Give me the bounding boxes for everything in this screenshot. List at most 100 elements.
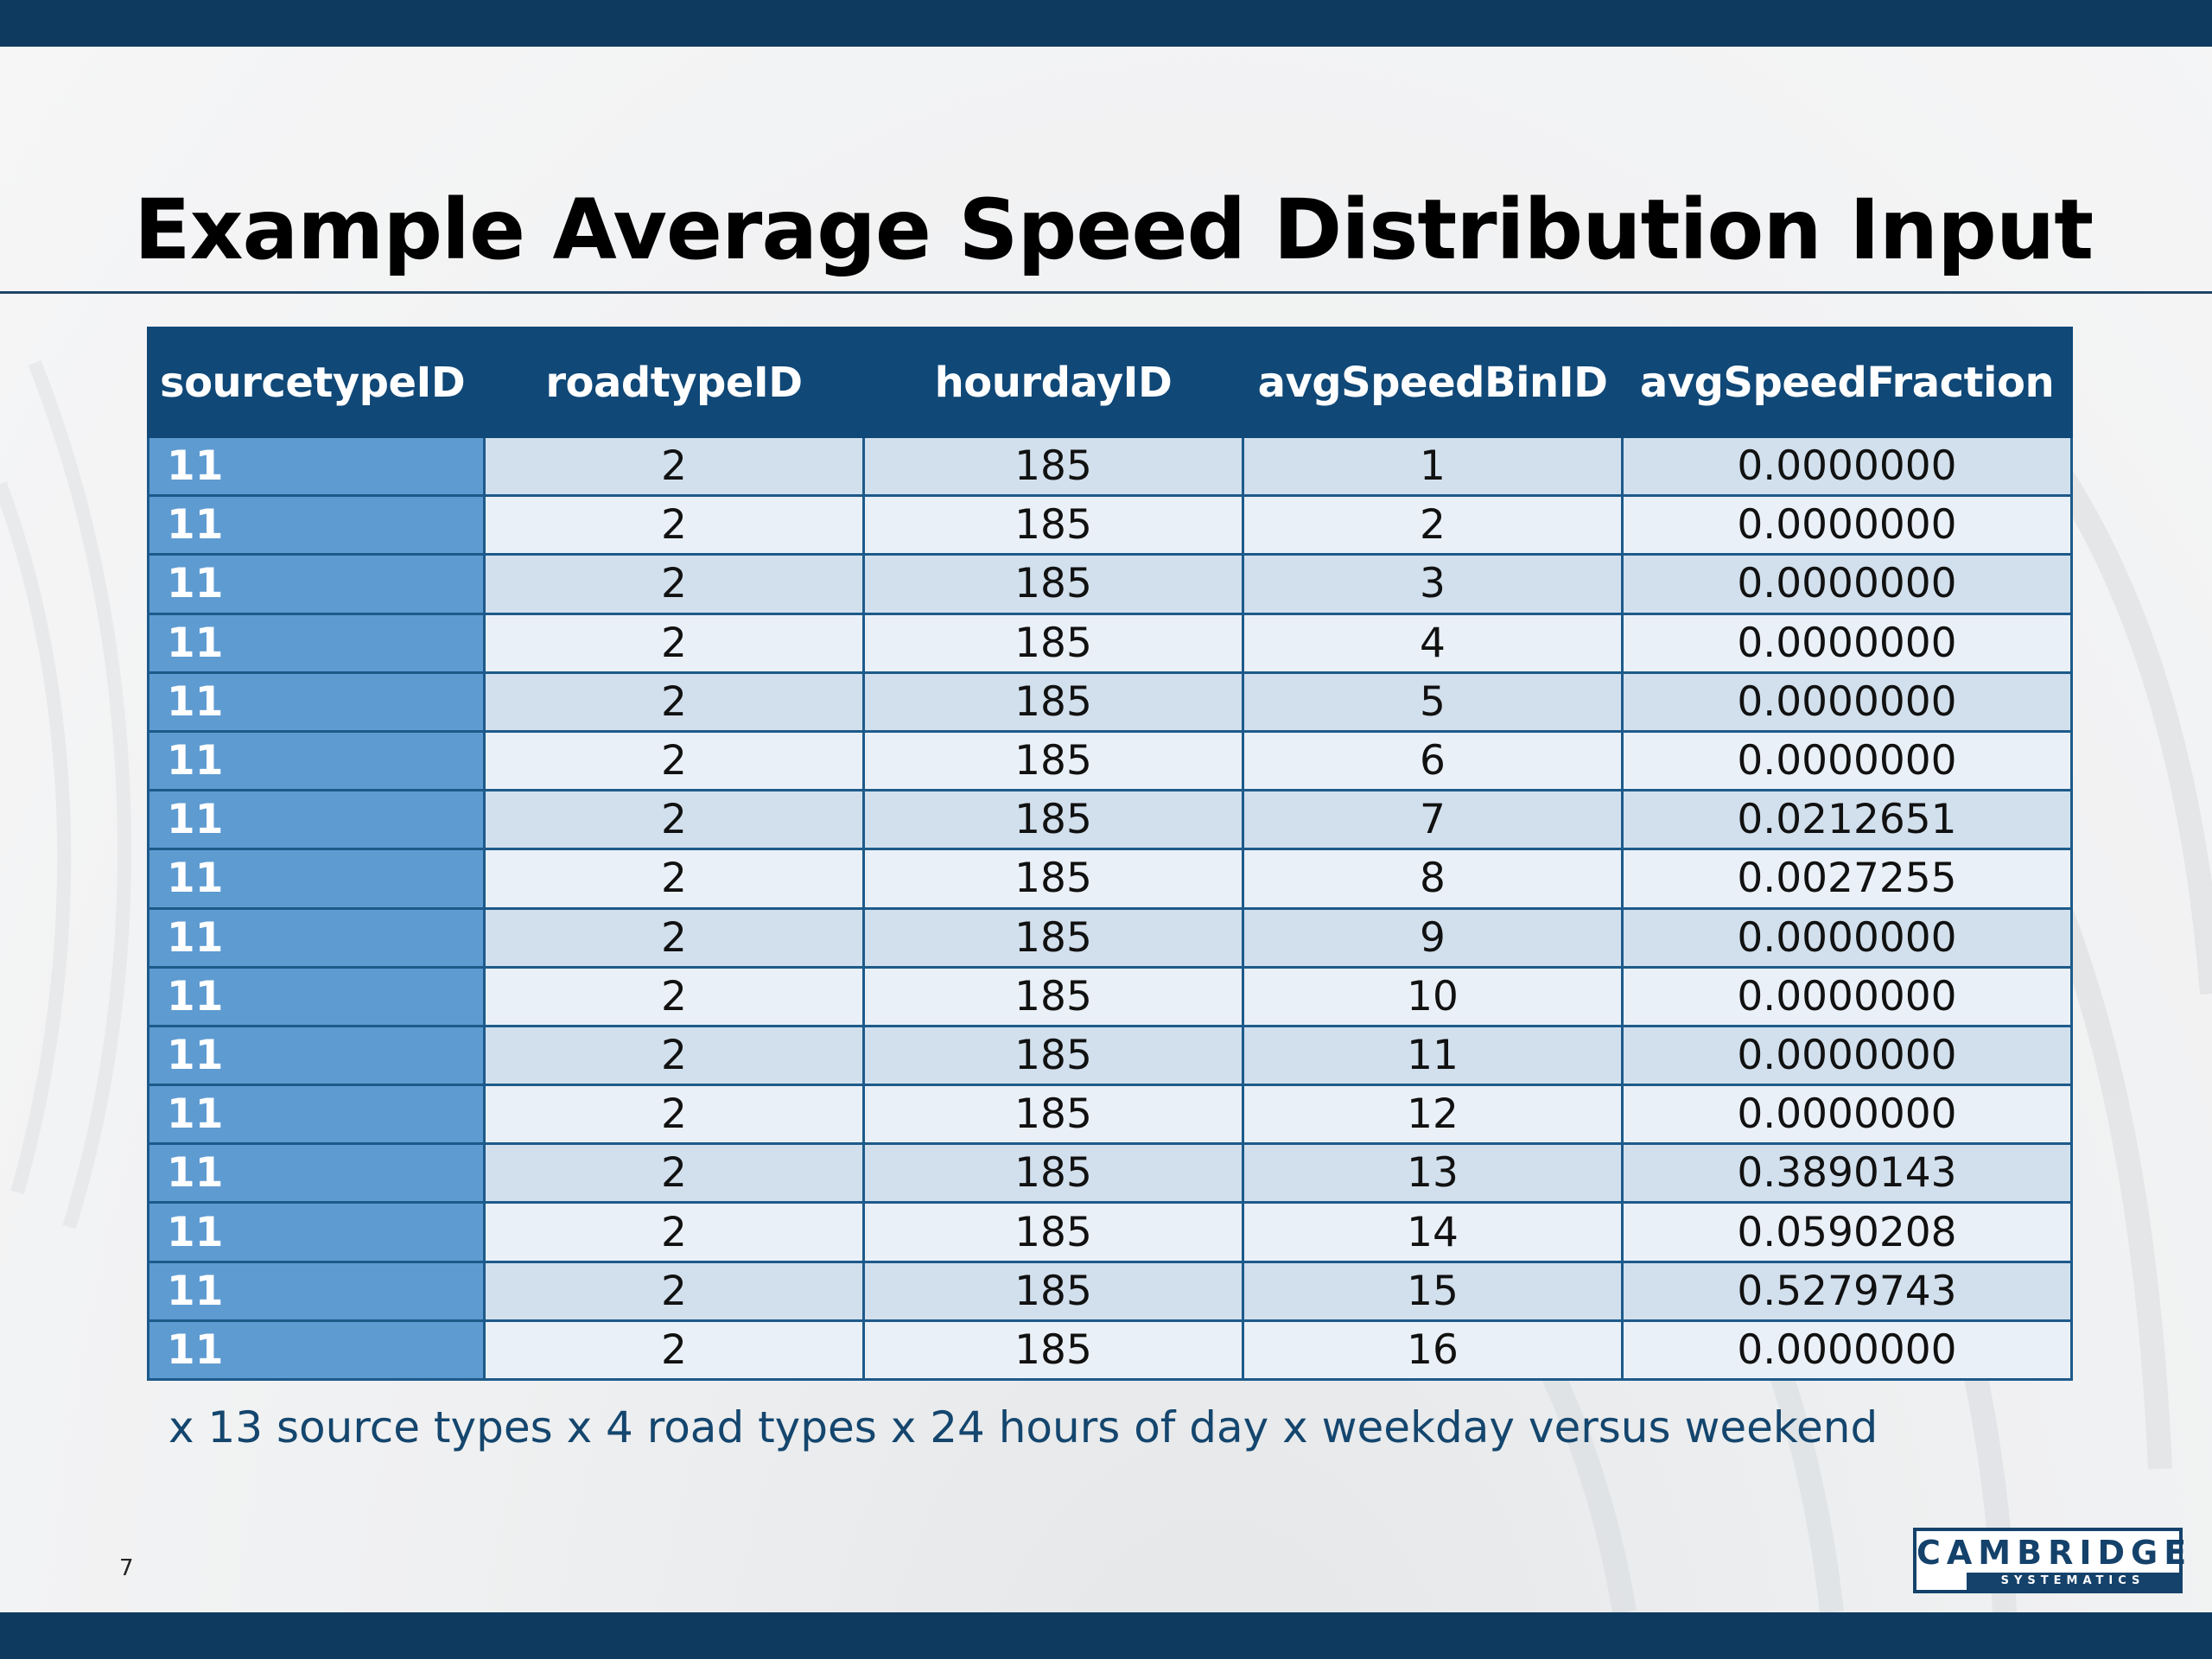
cell-hourdayid: 185 xyxy=(862,494,1244,556)
table-row: 11 2 185 4 0.0000000 xyxy=(147,612,2073,674)
cell-avgspeedbinid: 13 xyxy=(1242,1142,1624,1205)
cell-sourcetypeid: 11 xyxy=(147,1142,486,1205)
cell-hourdayid: 185 xyxy=(862,848,1244,910)
table-row: 11 2 185 2 0.0000000 xyxy=(147,494,2073,556)
cell-sourcetypeid: 11 xyxy=(147,1024,486,1087)
cell-avgspeedfraction: 0.0027255 xyxy=(1621,848,2073,910)
table-row: 11 2 185 8 0.0027255 xyxy=(147,848,2073,910)
column-header-sourcetypeid: sourcetypeID xyxy=(147,327,486,438)
logo-wordmark: CAMBRIDGE xyxy=(1916,1534,2193,1572)
cell-roadtypeid: 2 xyxy=(483,1024,865,1087)
cell-avgspeedbinid: 7 xyxy=(1242,789,1624,851)
column-header-avgspeedbinid: avgSpeedBinID xyxy=(1242,327,1624,438)
cell-sourcetypeid: 11 xyxy=(147,671,486,733)
cell-hourdayid: 185 xyxy=(862,1084,1244,1146)
table-row: 11 2 185 6 0.0000000 xyxy=(147,729,2073,792)
cell-hourdayid: 185 xyxy=(862,729,1244,792)
table-row: 11 2 185 5 0.0000000 xyxy=(147,671,2073,733)
cell-roadtypeid: 2 xyxy=(483,435,865,498)
cell-roadtypeid: 2 xyxy=(483,494,865,556)
table-row: 11 2 185 9 0.0000000 xyxy=(147,906,2073,969)
cell-sourcetypeid: 11 xyxy=(147,906,486,969)
table-row: 11 2 185 15 0.5279743 xyxy=(147,1260,2073,1322)
table-row: 11 2 185 12 0.0000000 xyxy=(147,1084,2073,1146)
cell-avgspeedbinid: 11 xyxy=(1242,1024,1624,1087)
cell-hourdayid: 185 xyxy=(862,1024,1244,1087)
cell-hourdayid: 185 xyxy=(862,906,1244,969)
cell-avgspeedbinid: 2 xyxy=(1242,494,1624,556)
cell-roadtypeid: 2 xyxy=(483,671,865,733)
cell-hourdayid: 185 xyxy=(862,612,1244,674)
table-row: 11 2 185 13 0.3890143 xyxy=(147,1142,2073,1205)
cell-roadtypeid: 2 xyxy=(483,848,865,910)
cell-roadtypeid: 2 xyxy=(483,1201,865,1263)
cell-sourcetypeid: 11 xyxy=(147,1319,486,1382)
footnote: x 13 source types x 4 road types x 24 ho… xyxy=(168,1402,1878,1452)
bottom-bar xyxy=(0,1612,2212,1659)
cell-hourdayid: 185 xyxy=(862,1142,1244,1205)
cell-avgspeedfraction: 0.0000000 xyxy=(1621,1024,2073,1087)
logo-subtitle: SYSTEMATICS xyxy=(1967,1573,2179,1590)
table-header-row: sourcetypeID roadtypeID hourdayID avgSpe… xyxy=(147,327,2073,438)
cell-avgspeedbinid: 14 xyxy=(1242,1201,1624,1263)
cell-avgspeedbinid: 8 xyxy=(1242,848,1624,910)
cell-avgspeedfraction: 0.3890143 xyxy=(1621,1142,2073,1205)
cell-hourdayid: 185 xyxy=(862,1201,1244,1263)
cell-avgspeedfraction: 0.0000000 xyxy=(1621,1084,2073,1146)
cell-avgspeedfraction: 0.0000000 xyxy=(1621,494,2073,556)
cell-roadtypeid: 2 xyxy=(483,729,865,792)
cell-avgspeedbinid: 6 xyxy=(1242,729,1624,792)
table-row: 11 2 185 3 0.0000000 xyxy=(147,553,2073,615)
cell-avgspeedbinid: 3 xyxy=(1242,553,1624,615)
table-row: 11 2 185 10 0.0000000 xyxy=(147,965,2073,1027)
cell-avgspeedfraction: 0.0000000 xyxy=(1621,553,2073,615)
cell-sourcetypeid: 11 xyxy=(147,965,486,1027)
cell-roadtypeid: 2 xyxy=(483,1260,865,1322)
table-body: 11 2 185 1 0.0000000 11 2 185 2 0.0000000 11 2 185 3 0… xyxy=(147,435,2073,1382)
table-row: 11 2 185 7 0.0212651 xyxy=(147,789,2073,851)
cell-hourdayid: 185 xyxy=(862,435,1244,498)
table-row: 11 2 185 11 0.0000000 xyxy=(147,1024,2073,1087)
cell-roadtypeid: 2 xyxy=(483,1084,865,1146)
cell-sourcetypeid: 11 xyxy=(147,1084,486,1146)
cell-avgspeedbinid: 16 xyxy=(1242,1319,1624,1382)
cell-avgspeedfraction: 0.5279743 xyxy=(1621,1260,2073,1322)
cell-sourcetypeid: 11 xyxy=(147,1201,486,1263)
column-header-avgspeedfraction: avgSpeedFraction xyxy=(1621,327,2073,438)
cell-avgspeedfraction: 0.0000000 xyxy=(1621,671,2073,733)
cell-sourcetypeid: 11 xyxy=(147,612,486,674)
cell-avgspeedfraction: 0.0000000 xyxy=(1621,729,2073,792)
cambridge-systematics-logo: CAMBRIDGE SYSTEMATICS xyxy=(1913,1528,2193,1593)
table-row: 11 2 185 1 0.0000000 xyxy=(147,435,2073,498)
cell-avgspeedfraction: 0.0000000 xyxy=(1621,965,2073,1027)
cell-roadtypeid: 2 xyxy=(483,553,865,615)
cell-hourdayid: 185 xyxy=(862,1319,1244,1382)
cell-avgspeedbinid: 1 xyxy=(1242,435,1624,498)
cell-sourcetypeid: 11 xyxy=(147,848,486,910)
cell-avgspeedbinid: 15 xyxy=(1242,1260,1624,1322)
table-row: 11 2 185 16 0.0000000 xyxy=(147,1319,2073,1382)
column-header-hourdayid: hourdayID xyxy=(862,327,1244,438)
cell-avgspeedfraction: 0.0212651 xyxy=(1621,789,2073,851)
table-row: 11 2 185 14 0.0590208 xyxy=(147,1201,2073,1263)
cell-avgspeedfraction: 0.0590208 xyxy=(1621,1201,2073,1263)
cell-hourdayid: 185 xyxy=(862,553,1244,615)
title-divider xyxy=(0,291,2212,294)
cell-sourcetypeid: 11 xyxy=(147,1260,486,1322)
cell-avgspeedfraction: 0.0000000 xyxy=(1621,435,2073,498)
cell-roadtypeid: 2 xyxy=(483,906,865,969)
speed-distribution-table: sourcetypeID roadtypeID hourdayID avgSpe… xyxy=(147,327,2073,1382)
cell-roadtypeid: 2 xyxy=(483,965,865,1027)
column-header-roadtypeid: roadtypeID xyxy=(483,327,865,438)
cell-roadtypeid: 2 xyxy=(483,1142,865,1205)
cell-avgspeedfraction: 0.0000000 xyxy=(1621,906,2073,969)
cell-sourcetypeid: 11 xyxy=(147,789,486,851)
cell-avgspeedfraction: 0.0000000 xyxy=(1621,1319,2073,1382)
cell-hourdayid: 185 xyxy=(862,1260,1244,1322)
slide-number: 7 xyxy=(119,1555,134,1581)
cell-avgspeedfraction: 0.0000000 xyxy=(1621,612,2073,674)
cell-sourcetypeid: 11 xyxy=(147,494,486,556)
cell-hourdayid: 185 xyxy=(862,789,1244,851)
cell-roadtypeid: 2 xyxy=(483,1319,865,1382)
